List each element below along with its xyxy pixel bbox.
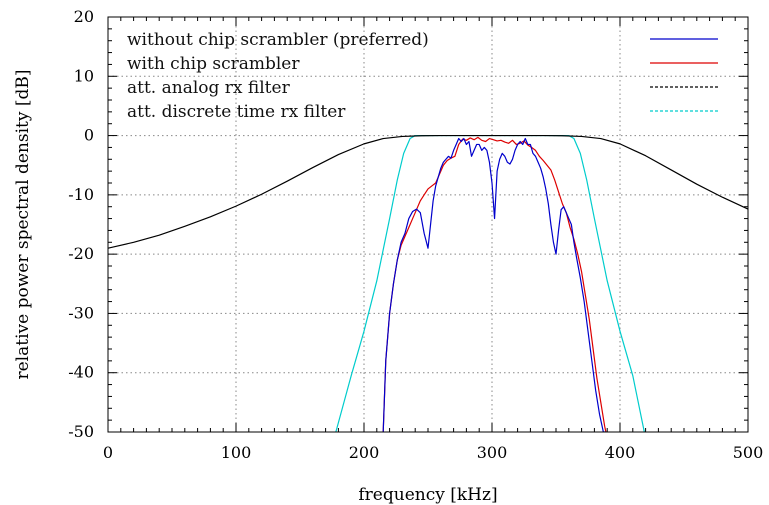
y-tick-label: -30 xyxy=(68,303,94,322)
series-line-1 xyxy=(382,136,607,432)
legend-label-0: without chip scrambler (preferred) xyxy=(127,30,429,50)
y-tick-label: -10 xyxy=(68,185,94,204)
y-tick-label: 0 xyxy=(84,126,94,145)
y-axis-label: relative power spectral density [dB] xyxy=(13,69,33,379)
x-axis-label: frequency [kHz] xyxy=(358,485,497,505)
legend-label-3: att. discrete time rx filter xyxy=(127,102,346,122)
x-tick-label: 500 xyxy=(733,443,764,462)
tick-labels: 0 100 200 300 400 500 -50 -40 -30 -20 -10 0 10 20 xyxy=(68,7,763,462)
x-tick-label: 0 xyxy=(103,443,113,462)
legend-label-2: att. analog rx filter xyxy=(127,78,291,98)
y-tick-label: -20 xyxy=(68,244,94,263)
x-tick-label: 400 xyxy=(605,443,636,462)
y-tick-label: -50 xyxy=(68,422,94,441)
series-layer xyxy=(108,134,748,432)
series-line-0 xyxy=(382,137,606,432)
x-tick-label: 300 xyxy=(477,443,508,462)
y-tick-label: 10 xyxy=(74,66,94,85)
legend-label-1: with chip scrambler xyxy=(127,54,300,74)
x-tick-label: 100 xyxy=(221,443,252,462)
legend: without chip scrambler (preferred) with c… xyxy=(127,30,718,122)
x-tick-label: 200 xyxy=(349,443,380,462)
y-tick-label: 20 xyxy=(74,7,94,26)
grid xyxy=(108,17,748,432)
series-line-2 xyxy=(108,134,748,249)
plot-frame xyxy=(107,16,749,433)
y-tick-label: -40 xyxy=(68,363,94,382)
